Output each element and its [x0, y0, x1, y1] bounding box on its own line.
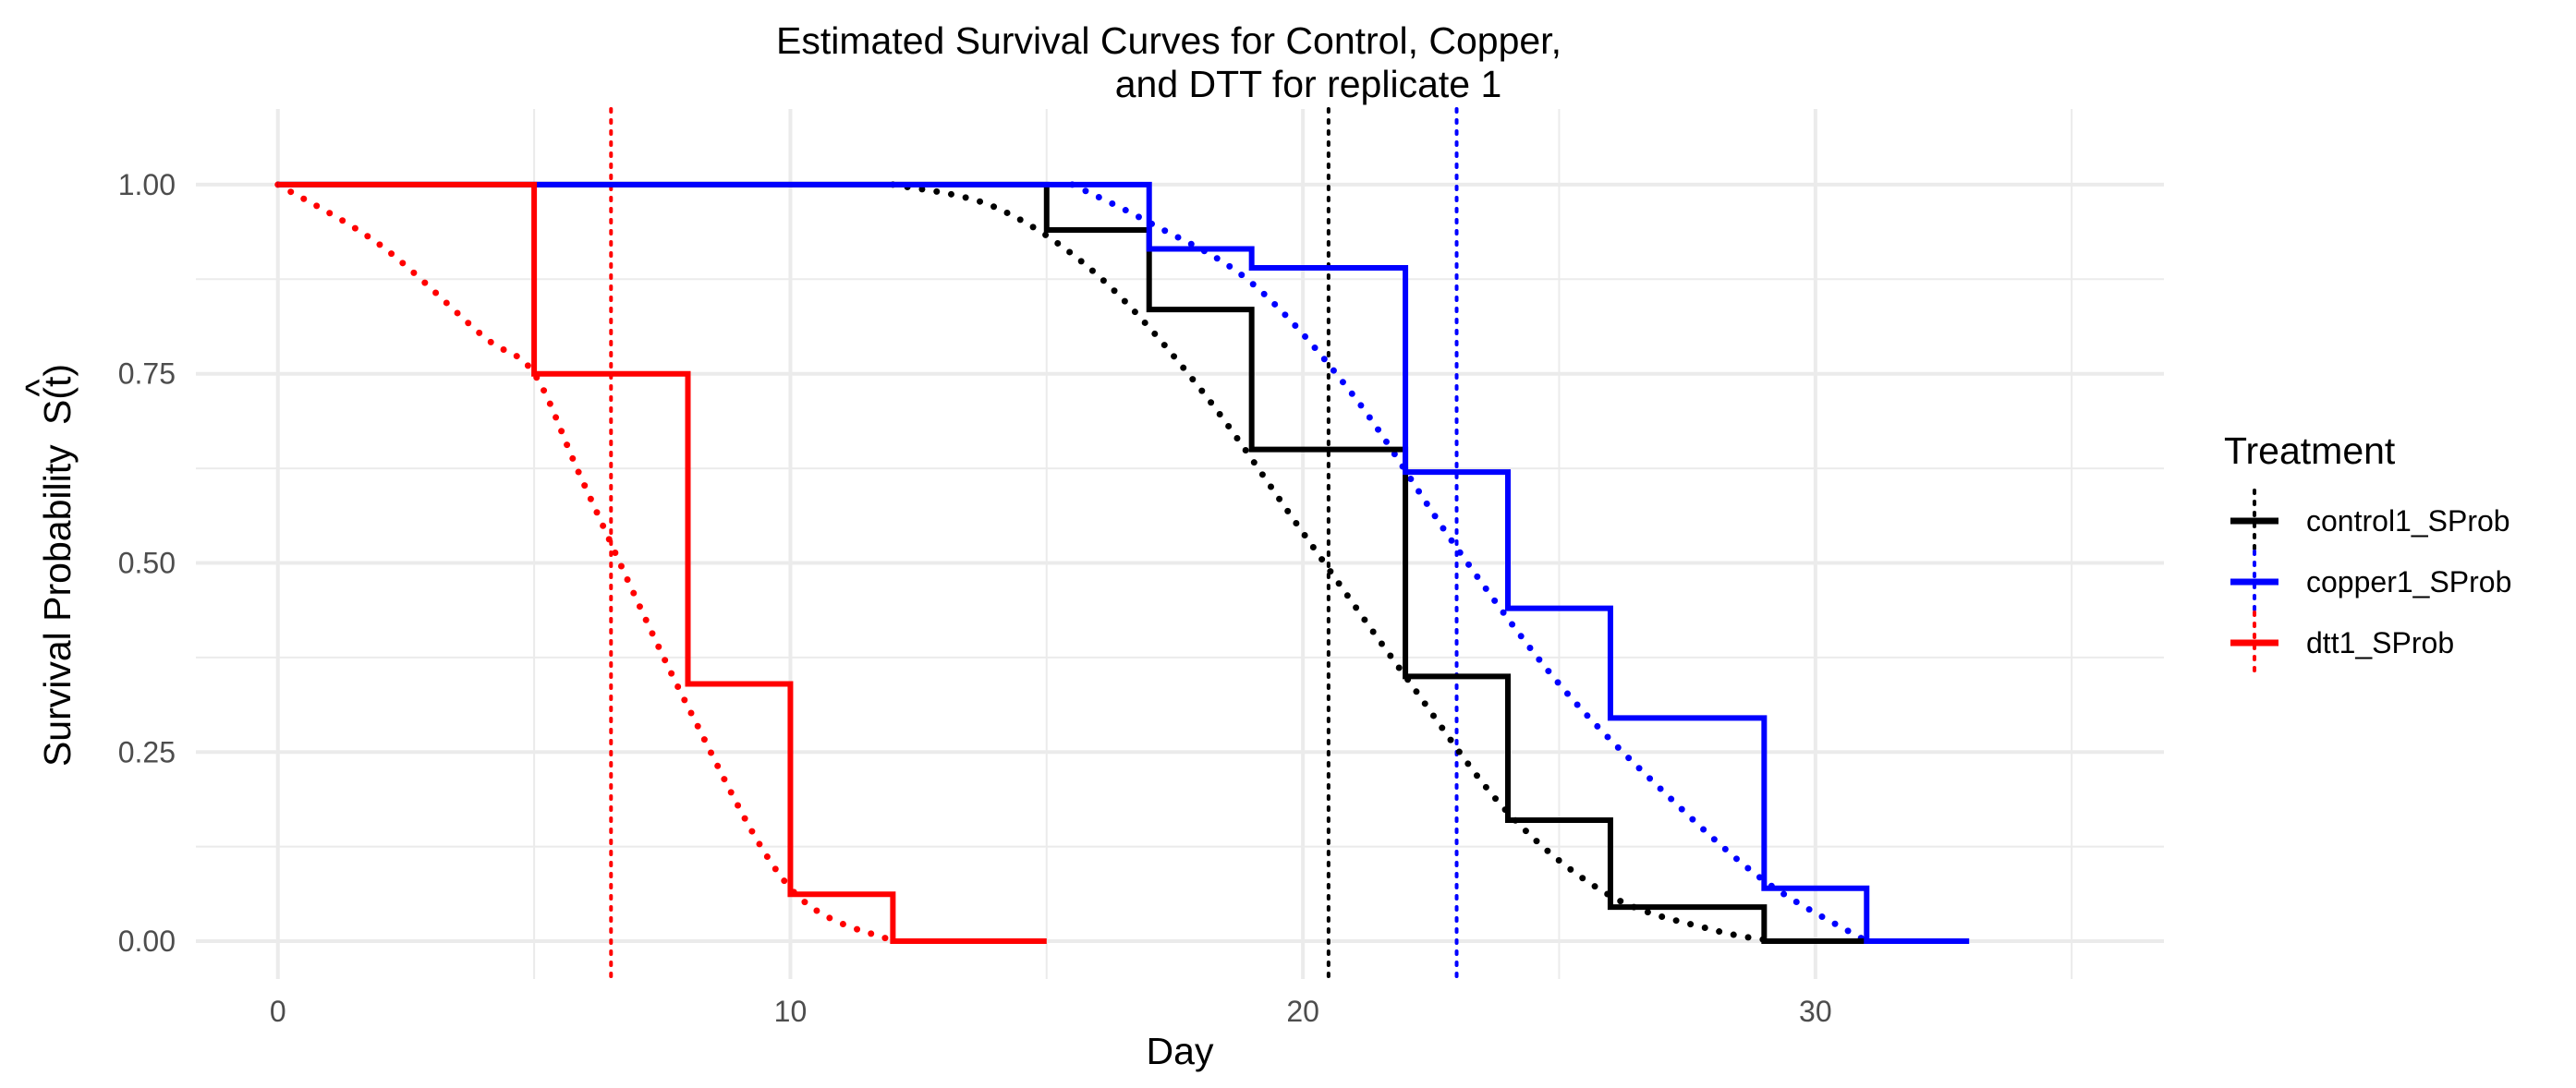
y-axis-title-symbol: S(t) [36, 364, 79, 425]
dtt1-sprob-step-curve [277, 181, 1047, 945]
x-tick-label: 0 [270, 995, 286, 1028]
control1-sprob-fitted-curve [889, 181, 1778, 945]
control1-sprob-legend-label: control1_SProb [2306, 504, 2510, 538]
x-axis-ticks: 0 10 20 30 [270, 995, 1832, 1028]
y-tick-label: 0.25 [118, 735, 176, 768]
y-tick-label: 0.75 [118, 357, 176, 391]
y-axis-ticks: 0.00 0.25 0.50 0.75 1.00 [118, 168, 176, 958]
y-tick-label: 0.00 [118, 925, 176, 958]
legend-items: control1_SProb copper1_SProb dtt1_SProb [2230, 489, 2511, 675]
step-curves [277, 181, 1970, 945]
control1-sprob-step-curve [277, 181, 1867, 945]
y-axis-title-hat: ^ [18, 379, 60, 397]
x-axis-title: Day [1147, 1030, 1214, 1072]
chart-title-line2: and DTT for replicate 1 [1115, 63, 1502, 105]
svg-text:Survival Probability S(t: Survival Probability S(t) [36, 364, 79, 767]
median-lines [609, 107, 1459, 981]
grid-lines [196, 109, 2164, 979]
x-tick-label: 10 [774, 995, 808, 1028]
legend-title: Treatment [2224, 429, 2396, 472]
x-tick-label: 20 [1286, 995, 1319, 1028]
copper1-sprob-step-curve [277, 181, 1970, 945]
chart-title-line1: Estimated Survival Curves for Control, C… [776, 19, 1561, 62]
legend: Treatment control1_SProb copper1_SProbdtt… [2224, 429, 2511, 675]
copper1-sprob-legend-label: copper1_SProb [2306, 565, 2511, 598]
dtt1-sprob-legend-label: dtt1_SProb [2306, 626, 2454, 659]
y-axis-title-text: Survival Probability [36, 444, 79, 767]
dtt1-sprob-fitted-curve [274, 181, 896, 945]
y-tick-label: 1.00 [118, 168, 176, 201]
x-tick-label: 30 [1799, 995, 1832, 1028]
y-tick-label: 0.50 [118, 546, 176, 579]
y-axis-title: Survival Probability S(t) [36, 364, 79, 767]
